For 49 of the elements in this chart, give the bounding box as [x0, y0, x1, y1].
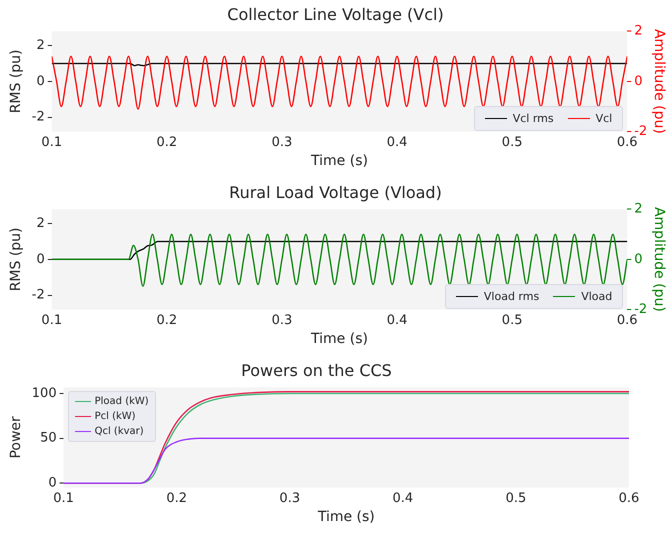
x-tick-label: 0.5	[502, 312, 522, 328]
y-tick-label: 2	[36, 216, 45, 231]
legend-label: Vload rms	[484, 290, 540, 303]
legend-label: Vload	[581, 290, 612, 303]
line-series	[64, 438, 629, 484]
y2-tick-label: 0	[634, 74, 643, 89]
x-tick-label: 0.3	[272, 312, 292, 328]
y-tick-label: 0	[36, 74, 45, 89]
y-axis-title: Power	[8, 416, 24, 459]
y2-tick-label: 2	[634, 202, 643, 217]
legend-label: Qcl (kvar)	[94, 426, 144, 438]
x-tick-label: 0.4	[392, 490, 414, 506]
y-tick-label: 2	[36, 38, 45, 53]
y-tick-label: 0	[48, 475, 57, 490]
legend-label: Vcl	[596, 112, 612, 125]
chart-title: Powers on the CCS	[241, 360, 392, 380]
x-tick-label: 0.3	[279, 490, 300, 506]
y2-tick-label: 2	[634, 24, 643, 39]
y2-tick-label: 0	[634, 252, 643, 267]
x-tick-label: 0.6	[618, 490, 640, 506]
y-tick-label: 0	[36, 252, 45, 267]
y2-axis-title: Amplitude (pu)	[650, 28, 667, 134]
x-tick-label: 0.2	[156, 134, 178, 150]
y-axis-title: RMS (pu)	[8, 49, 24, 114]
y-tick-label: -2	[32, 288, 45, 303]
x-tick-label: 0.5	[502, 134, 522, 150]
x-axis-title: Time (s)	[316, 509, 375, 526]
y-tick-label: 50	[40, 430, 57, 446]
x-tick-label: 0.2	[166, 490, 188, 506]
chart-title: Collector Line Voltage (Vcl)	[227, 4, 444, 24]
y-tick-label: -2	[32, 110, 45, 125]
y-tick-label: 100	[32, 386, 57, 401]
x-axis-title: Time (s)	[310, 331, 368, 348]
line-series	[52, 56, 628, 110]
x-tick-label: 0.4	[386, 134, 408, 150]
legend-label: Pload (kW)	[94, 396, 149, 408]
legend-label: Vcl rms	[512, 112, 554, 125]
x-tick-label: 0.5	[506, 490, 526, 506]
x-tick-label: 0.1	[53, 490, 74, 506]
y-axis-title: RMS (pu)	[8, 227, 24, 292]
legend-label: Pcl (kW)	[94, 411, 136, 422]
x-axis-title: Time (s)	[310, 153, 368, 170]
x-tick-label: 0.2	[156, 312, 178, 328]
x-tick-label: 0.1	[41, 312, 62, 328]
x-tick-label: 0.4	[386, 312, 408, 328]
x-tick-label: 0.3	[272, 134, 292, 150]
y2-axis-title: Amplitude (pu)	[650, 206, 667, 312]
chart-title: Rural Load Voltage (Vload)	[229, 182, 442, 202]
x-tick-label: 0.1	[41, 134, 62, 150]
